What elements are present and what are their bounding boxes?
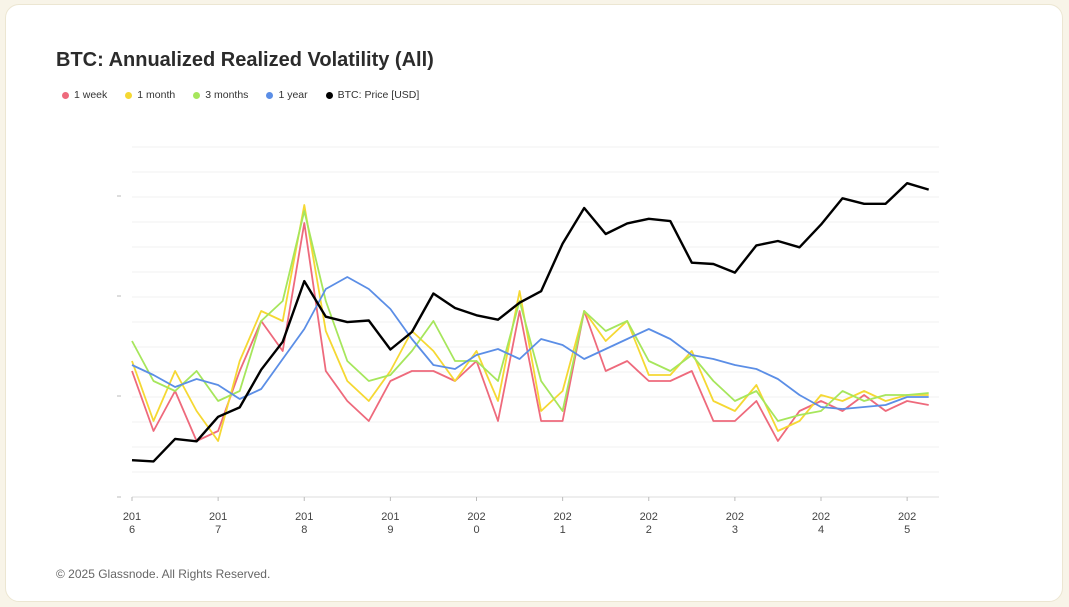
legend-label: 3 months	[205, 89, 249, 101]
series-line	[131, 182, 930, 463]
x-tick-label: 2016	[122, 511, 142, 536]
legend-item: 1 year	[266, 89, 308, 101]
legend-dot	[266, 91, 274, 99]
legend-label: BTC: Price [USD]	[337, 89, 420, 101]
footer: © 2025 Glassnode. All Rights Reserved.	[56, 567, 271, 581]
x-tick-label: 2022	[639, 511, 658, 536]
legend: 1 week 1 month 3 months 1 year BTC: Price [U…	[62, 89, 419, 101]
legend-dot	[193, 91, 201, 99]
legend-label: 1 week	[74, 89, 108, 101]
x-tick-label: 2020	[467, 511, 486, 536]
legend-dot	[125, 91, 133, 99]
x-tick-label: 2021	[553, 511, 572, 536]
legend-item: 3 months	[193, 89, 248, 101]
legend-dot	[325, 91, 333, 99]
chart-title: BTC: Annualized Realized Volatility (All…	[56, 49, 434, 71]
series-line	[131, 204, 929, 442]
legend-item: 1 month	[125, 89, 175, 101]
series-line	[131, 210, 929, 422]
legend-item: 1 week	[62, 89, 107, 101]
x-tick-label: 2023	[725, 511, 745, 536]
x-tick-label: 2017	[208, 511, 228, 536]
legend-item: BTC: Price [USD]	[325, 89, 420, 101]
x-tick-label: 2024	[811, 511, 831, 536]
x-tick-label: 2018	[295, 511, 314, 536]
legend-label: 1 month	[137, 89, 176, 101]
series-line	[131, 276, 929, 410]
legend-dot	[62, 91, 69, 99]
card	[5, 4, 1063, 602]
x-tick-label: 2019	[381, 511, 400, 536]
x-tick-label: 2025	[897, 511, 917, 536]
legend-label: 1 year	[278, 89, 308, 101]
